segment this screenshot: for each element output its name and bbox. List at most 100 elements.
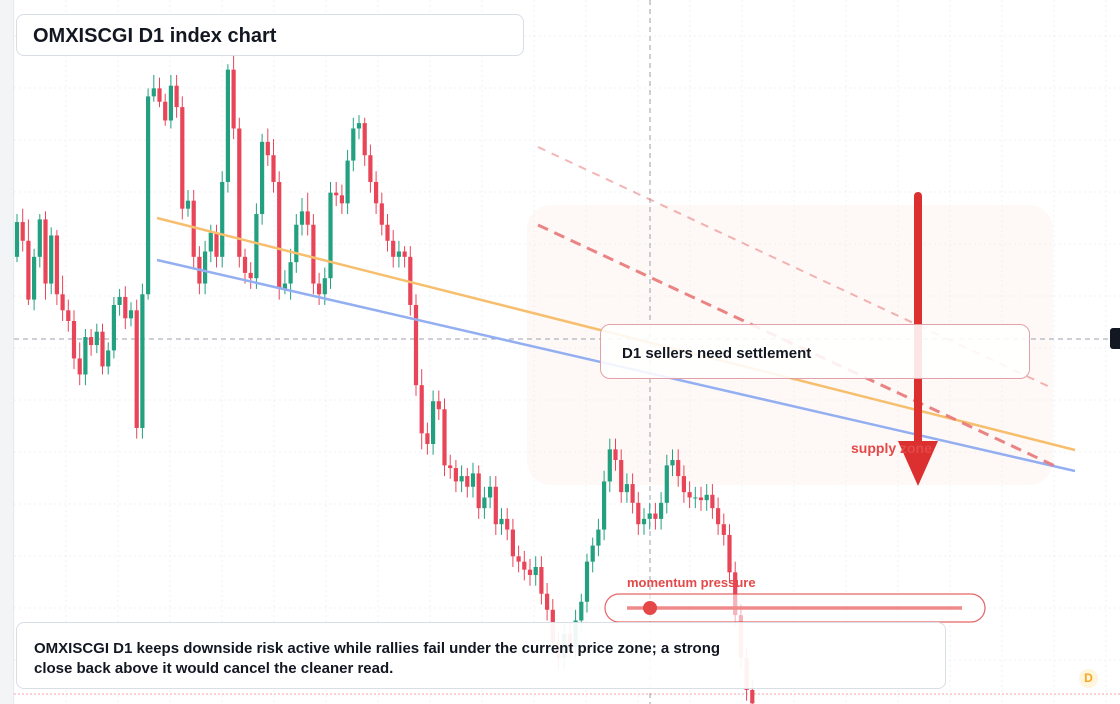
candle-body bbox=[203, 251, 208, 284]
candle bbox=[146, 88, 151, 300]
candle bbox=[545, 583, 550, 621]
candle-body bbox=[505, 518, 510, 530]
timeframe-badge[interactable]: D bbox=[1079, 669, 1098, 688]
candle bbox=[693, 486, 698, 509]
candle bbox=[214, 224, 219, 268]
candle bbox=[60, 275, 65, 321]
candle-body bbox=[60, 294, 65, 311]
candle bbox=[111, 296, 116, 359]
candle bbox=[311, 214, 316, 295]
candle-body bbox=[379, 203, 384, 225]
candle-body bbox=[653, 513, 658, 519]
candle bbox=[499, 508, 504, 535]
candle bbox=[425, 422, 430, 455]
candle-body bbox=[305, 211, 310, 225]
candle-body bbox=[351, 128, 356, 161]
candle bbox=[83, 329, 88, 386]
candle bbox=[339, 184, 344, 215]
candle-body bbox=[328, 192, 333, 279]
candle bbox=[647, 502, 652, 530]
candle bbox=[602, 470, 607, 541]
candle-body bbox=[214, 232, 219, 257]
candle bbox=[419, 369, 424, 450]
callout-text: D1 sellers need settlement bbox=[622, 345, 812, 362]
candle bbox=[248, 262, 253, 289]
candle bbox=[305, 192, 310, 236]
candle bbox=[43, 211, 48, 300]
resistance-line-dashed bbox=[537, 223, 1056, 468]
candle bbox=[391, 230, 396, 268]
candle-body bbox=[128, 310, 134, 319]
candle-body bbox=[579, 601, 584, 621]
candle-body bbox=[453, 468, 458, 482]
candle bbox=[174, 75, 179, 118]
candle-body bbox=[545, 593, 550, 610]
candle-body bbox=[493, 486, 498, 525]
candle-body bbox=[123, 296, 128, 319]
candle-body bbox=[231, 69, 236, 129]
candle bbox=[37, 214, 42, 268]
candle-body bbox=[448, 465, 453, 469]
candle-body bbox=[647, 513, 652, 519]
candle-body bbox=[277, 181, 282, 289]
candle-body bbox=[465, 476, 470, 487]
candle-body bbox=[624, 484, 629, 493]
candle bbox=[436, 390, 441, 420]
candle-body bbox=[750, 690, 755, 704]
candle-body bbox=[488, 486, 493, 498]
candle-body bbox=[636, 502, 641, 525]
candle bbox=[402, 246, 407, 268]
candle-body bbox=[425, 433, 430, 444]
candle-body bbox=[716, 508, 721, 525]
candle-body bbox=[317, 283, 322, 295]
candle-body bbox=[20, 222, 25, 241]
candle bbox=[653, 502, 658, 530]
candle-body bbox=[117, 296, 122, 305]
candle-body bbox=[396, 251, 401, 257]
candle bbox=[71, 310, 77, 370]
candle bbox=[94, 323, 99, 354]
candle-body bbox=[664, 465, 669, 503]
candle-body bbox=[419, 385, 424, 434]
price-scale-badge[interactable] bbox=[1110, 328, 1120, 349]
candle bbox=[453, 460, 458, 493]
candle bbox=[459, 465, 464, 493]
analysis-note-text: OMXISCGI D1 keeps downside risk active w… bbox=[34, 640, 721, 677]
candle-body bbox=[43, 219, 48, 284]
candle bbox=[191, 189, 196, 268]
momentum-marker bbox=[643, 601, 657, 615]
candle bbox=[49, 227, 54, 295]
candle-body bbox=[641, 518, 647, 525]
candle-body bbox=[140, 294, 145, 428]
candle bbox=[624, 473, 629, 503]
candle bbox=[54, 230, 59, 305]
candle bbox=[151, 75, 156, 102]
candle bbox=[448, 454, 453, 479]
candle bbox=[522, 550, 527, 581]
candle bbox=[163, 93, 168, 126]
candle-body bbox=[482, 497, 487, 509]
candle-body bbox=[413, 304, 419, 386]
candle bbox=[385, 214, 390, 252]
candle bbox=[32, 248, 37, 311]
candle bbox=[431, 390, 436, 455]
candle bbox=[265, 128, 270, 166]
candle-body bbox=[345, 160, 350, 204]
candle bbox=[710, 484, 715, 519]
candle bbox=[20, 208, 25, 252]
candle-body bbox=[37, 219, 42, 257]
candle bbox=[630, 473, 635, 514]
candle bbox=[470, 462, 476, 498]
candle bbox=[664, 454, 669, 514]
candle-body bbox=[220, 181, 225, 257]
candle bbox=[260, 133, 265, 225]
candle-body bbox=[322, 278, 327, 295]
candle-body bbox=[14, 222, 20, 257]
candle bbox=[185, 189, 191, 217]
candle-body bbox=[499, 518, 504, 525]
candle-body bbox=[368, 155, 373, 182]
candle-body bbox=[659, 502, 664, 519]
candle-body bbox=[248, 272, 253, 279]
candle bbox=[123, 286, 128, 330]
